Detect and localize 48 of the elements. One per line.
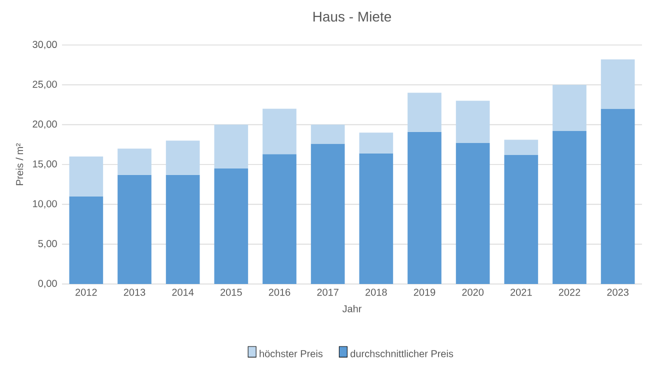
bar bbox=[552, 84, 586, 132]
x-tick-label: 2013 bbox=[124, 288, 146, 296]
bar bbox=[359, 153, 394, 284]
x-tick-label: 2019 bbox=[414, 288, 436, 296]
x-tick-label: 2012 bbox=[76, 288, 97, 296]
bar bbox=[118, 148, 152, 175]
y-tick-label: 30,00 bbox=[32, 40, 57, 50]
bar bbox=[408, 132, 442, 284]
bar bbox=[408, 92, 442, 132]
y-tick-label: 10,00 bbox=[33, 200, 57, 208]
bar bbox=[69, 156, 104, 196]
bar bbox=[504, 140, 538, 155]
y-tick-label: 5,00 bbox=[38, 240, 57, 248]
bar bbox=[118, 174, 152, 284]
x-tick-label: 2018 bbox=[366, 288, 387, 296]
x-tick-label: 2016 bbox=[268, 288, 290, 296]
x-tick-label: 2014 bbox=[172, 288, 194, 296]
bar bbox=[600, 108, 635, 284]
bar bbox=[262, 154, 296, 284]
bar bbox=[310, 124, 345, 144]
x-tick-label: 2022 bbox=[558, 288, 580, 296]
y-tick-label: 0,00 bbox=[38, 280, 57, 288]
bar bbox=[504, 154, 538, 284]
x-tick-label: 2017 bbox=[317, 288, 338, 296]
y-tick-label: 25,00 bbox=[32, 80, 57, 89]
bar bbox=[552, 131, 586, 284]
bar bbox=[262, 108, 296, 154]
chart-title: Haus - Miete bbox=[313, 11, 392, 22]
bar bbox=[166, 140, 200, 175]
x-tick-label: 2015 bbox=[220, 288, 242, 296]
y-axis-title: Preis / m² bbox=[16, 143, 24, 186]
bar bbox=[456, 100, 490, 143]
bar bbox=[456, 142, 490, 284]
bar bbox=[214, 168, 248, 284]
x-tick-label: 2023 bbox=[607, 288, 629, 296]
y-tick-label: 20,00 bbox=[32, 120, 57, 129]
bar bbox=[214, 124, 248, 168]
legend-label: durchschnittlicher Preis bbox=[350, 350, 454, 358]
bar bbox=[359, 132, 394, 154]
bar bbox=[166, 174, 200, 284]
bar bbox=[310, 144, 345, 284]
x-tick-label: 2021 bbox=[510, 288, 532, 296]
x-axis-title: Jahr bbox=[342, 304, 362, 312]
x-tick-label: 2020 bbox=[462, 288, 484, 296]
bar bbox=[69, 196, 104, 284]
y-tick-label: 15,00 bbox=[33, 160, 57, 169]
bar bbox=[600, 59, 635, 109]
legend-label: höchster Preis bbox=[260, 350, 323, 358]
